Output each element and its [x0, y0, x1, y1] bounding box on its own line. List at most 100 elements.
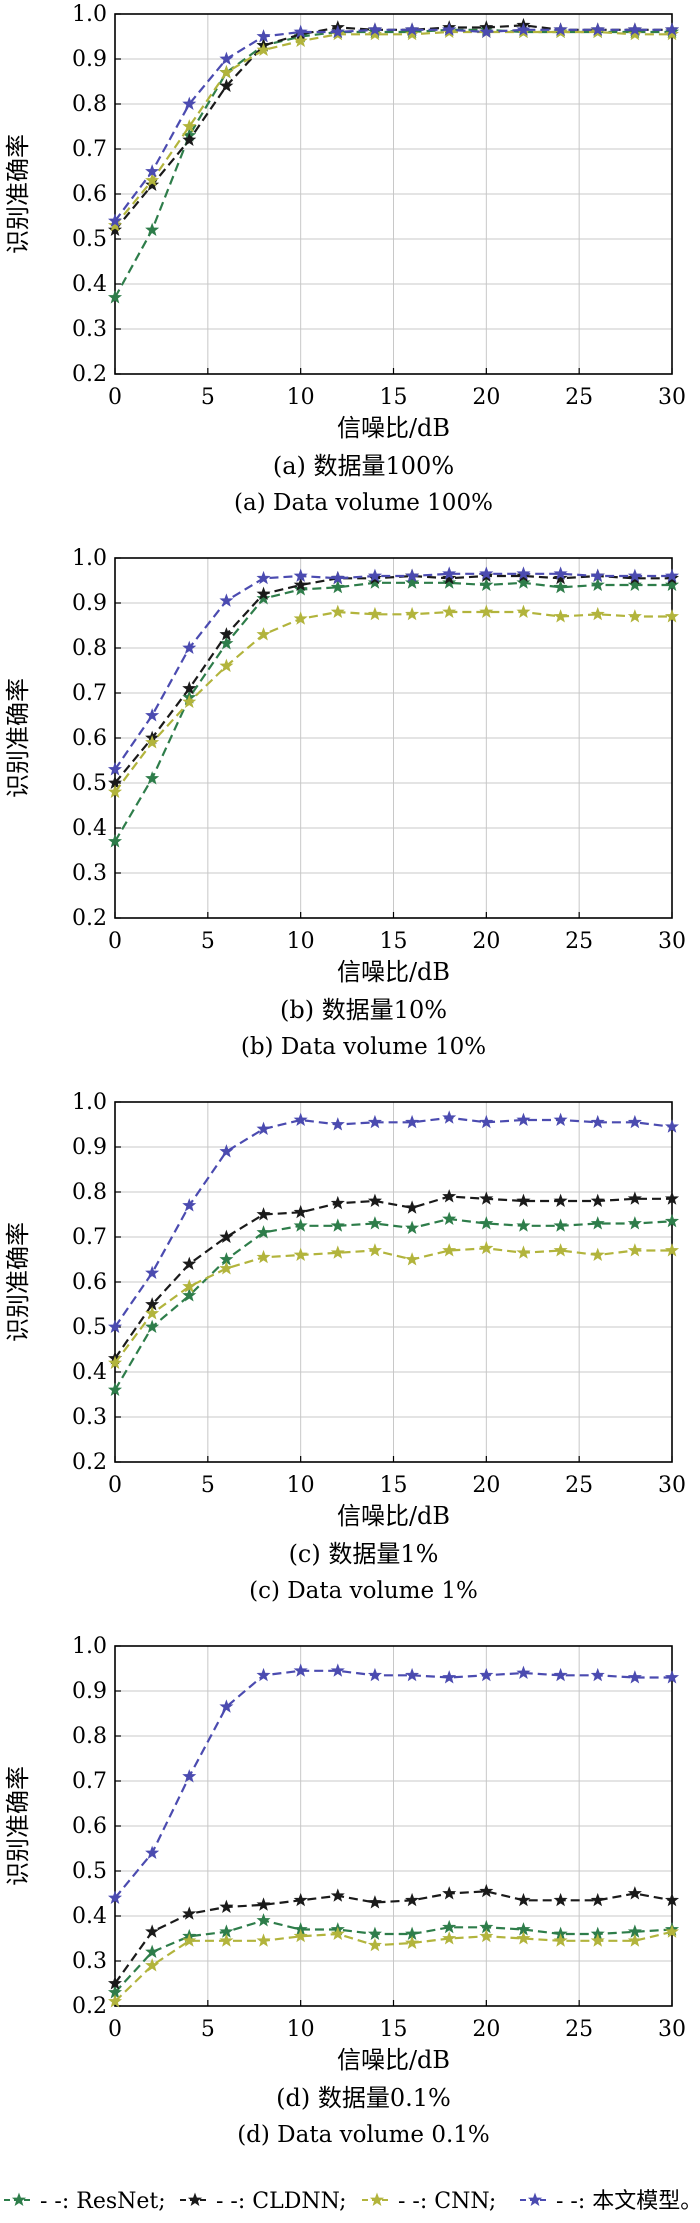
y-tick-label: 0.9 — [72, 591, 107, 616]
data-point-cldnn — [627, 1191, 642, 1205]
data-point-cldnn — [256, 586, 271, 600]
data-point-cldnn — [145, 177, 160, 191]
data-point-proposed — [182, 1198, 197, 1212]
data-point-resnet — [367, 1926, 382, 1940]
data-point-cldnn — [219, 1899, 234, 1913]
y-tick-label: 0.7 — [72, 681, 107, 706]
y-tick-label: 0.2 — [72, 362, 107, 387]
data-point-cldnn — [516, 1193, 531, 1207]
data-point-resnet — [256, 1225, 271, 1239]
y-axis-label: 识别准确率 — [4, 1222, 32, 1342]
data-point-proposed — [293, 1663, 308, 1677]
data-point-proposed — [107, 1319, 123, 1333]
data-point-proposed — [107, 1890, 123, 1904]
data-point-proposed — [367, 1114, 382, 1129]
y-tick-label: 0.7 — [72, 137, 107, 162]
series-line-proposed — [114, 1116, 673, 1328]
data-point-proposed — [330, 24, 345, 38]
data-point-cnn — [256, 1933, 271, 1947]
data-point-proposed — [553, 1112, 568, 1126]
y-tick-label: 0.3 — [72, 1405, 107, 1430]
data-point-cnn — [293, 33, 308, 47]
legend-star-icon — [187, 2192, 203, 2207]
data-point-proposed — [553, 1667, 568, 1682]
data-point-cldnn — [256, 1207, 271, 1221]
y-tick-label: 0.9 — [72, 1679, 107, 1704]
data-point-cldnn — [664, 1191, 680, 1205]
y-tick-label: 0.4 — [72, 272, 107, 297]
y-tick-label: 0.4 — [72, 816, 107, 841]
data-point-cnn — [627, 609, 642, 623]
data-point-cldnn — [182, 681, 197, 695]
x-tick-label: 30 — [658, 385, 686, 410]
y-tick-label: 0.5 — [72, 227, 107, 252]
data-point-cnn — [516, 604, 531, 618]
data-point-proposed — [442, 1110, 457, 1124]
x-tick-label: 5 — [201, 385, 215, 410]
y-tick-label: 0.8 — [72, 92, 107, 117]
series-line-cnn — [114, 30, 672, 227]
data-point-proposed — [107, 213, 123, 227]
x-tick-label: 15 — [380, 385, 408, 410]
data-point-proposed — [442, 566, 457, 580]
data-point-resnet — [479, 577, 494, 591]
data-point-proposed — [107, 762, 123, 776]
data-point-proposed — [664, 1119, 680, 1133]
data-point-cnn — [367, 1243, 382, 1257]
y-tick-label: 0.9 — [72, 47, 107, 72]
data-point-resnet — [516, 1218, 531, 1232]
y-tick-label: 1.0 — [72, 1634, 107, 1659]
data-point-proposed — [367, 22, 382, 36]
x-tick-label: 5 — [201, 929, 215, 954]
series-line-resnet — [114, 28, 672, 299]
x-tick-label: 25 — [565, 2017, 593, 2042]
y-tick-label: 0.2 — [72, 906, 107, 931]
data-point-proposed — [590, 568, 605, 582]
data-point-cnn — [442, 1931, 457, 1945]
data-point-cldnn — [330, 1195, 345, 1210]
series-line-proposed — [114, 1669, 672, 1899]
data-point-cnn — [553, 609, 568, 623]
data-point-cldnn — [182, 1256, 197, 1270]
chart-panel-a: 0.2 0.3 0.4 0.5 0.6 0.7 0.8 0.9 1.0 0 5 10 15 20 25 30 信… — [4, 2, 686, 516]
x-tick-label: 20 — [472, 2017, 500, 2042]
data-point-proposed — [479, 24, 494, 38]
data-point-cnn — [590, 1933, 605, 1947]
data-point-cnn — [107, 784, 123, 798]
data-point-cnn — [256, 627, 271, 641]
data-point-proposed — [145, 164, 160, 178]
data-point-cldnn — [627, 1886, 642, 1900]
caption-cn: (a) 数据量100% — [273, 452, 454, 480]
y-tick-label: 0.3 — [72, 861, 107, 886]
data-point-proposed — [330, 1663, 345, 1677]
data-point-resnet — [553, 1218, 568, 1232]
data-point-proposed — [405, 568, 420, 582]
data-point-cnn — [145, 735, 160, 749]
data-point-proposed — [627, 1670, 642, 1684]
data-point-cnn — [182, 119, 197, 133]
data-point-proposed — [256, 1121, 271, 1135]
data-point-proposed — [516, 1112, 531, 1126]
data-point-cnn — [367, 606, 382, 621]
data-point-proposed — [256, 1667, 271, 1682]
data-point-proposed — [664, 22, 680, 36]
data-point-cnn — [367, 1937, 382, 1952]
data-point-proposed — [627, 22, 642, 36]
y-tick-label: 0.8 — [72, 1724, 107, 1749]
data-point-resnet — [330, 579, 345, 594]
y-tick-label: 0.2 — [72, 1450, 107, 1475]
data-point-cnn — [330, 604, 345, 618]
series-line-cldnn — [114, 1195, 672, 1360]
data-point-proposed — [256, 570, 271, 585]
data-point-cldnn — [219, 78, 234, 92]
data-point-proposed — [330, 570, 345, 585]
legend-label: - -: CLDNN; — [216, 2189, 346, 2214]
series-line-resnet — [114, 581, 672, 843]
y-tick-label: 0.5 — [72, 1315, 107, 1340]
data-point-proposed — [590, 1114, 605, 1129]
data-point-cnn — [107, 218, 123, 232]
data-point-proposed — [479, 566, 494, 580]
data-point-proposed — [219, 593, 234, 607]
chart-panel-d: 0.2 0.3 0.4 0.5 0.6 0.7 0.8 0.9 1.0 0 5 10 15 20 25 30 信… — [4, 1634, 686, 2148]
data-point-resnet — [256, 591, 271, 605]
